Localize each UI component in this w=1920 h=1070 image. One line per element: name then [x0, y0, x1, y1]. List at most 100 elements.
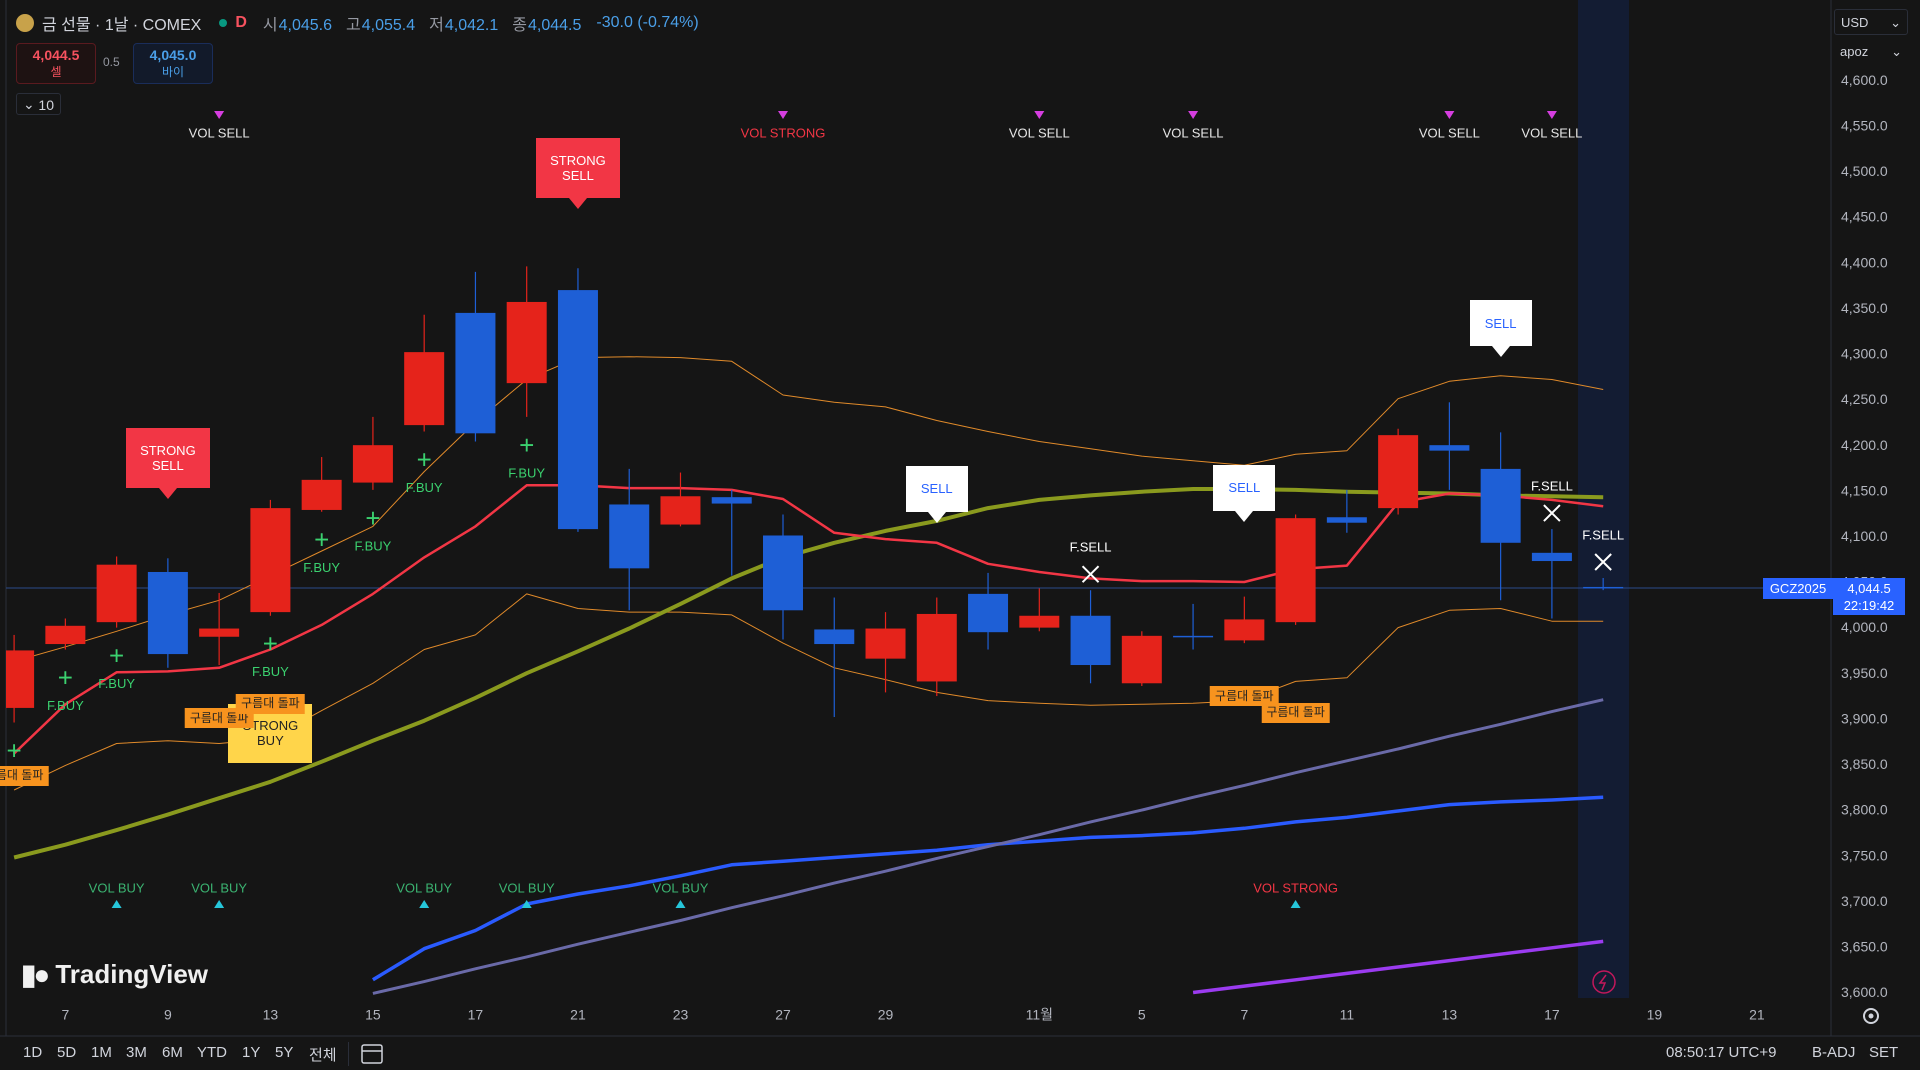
ohlc-label: 저 [429, 17, 444, 34]
toolbar-separator [348, 1042, 349, 1066]
y-tick-label: 3,650.0 [1841, 939, 1888, 955]
y-tick-label: 3,800.0 [1841, 802, 1888, 818]
settlement-toggle[interactable]: SET [1869, 1044, 1899, 1061]
timeframe-button[interactable]: 6M [162, 1044, 183, 1061]
date-range-icon[interactable] [361, 1044, 383, 1064]
currency-select[interactable]: USD ⌄ [1834, 9, 1908, 35]
signal-arrow [1290, 900, 1301, 908]
sell-label: 셀 [50, 65, 62, 79]
timeframe-button[interactable]: 1Y [242, 1044, 261, 1061]
candle-body [199, 628, 240, 637]
vol-signal: VOL BUY [499, 880, 555, 895]
x-tick-label: 13 [1442, 1007, 1458, 1023]
candle-body [1070, 615, 1111, 666]
chevron: ⌄ [1890, 15, 1901, 30]
f-sell-label: F.SELL [1531, 479, 1573, 494]
settings-gear[interactable] [1863, 1008, 1879, 1024]
timeframe-button[interactable]: 5Y [275, 1044, 294, 1061]
timeframe-button[interactable]: 5D [57, 1044, 77, 1061]
signal-arrow [675, 900, 686, 908]
signal-arrow [214, 111, 225, 119]
timeframe-button[interactable]: 1D [23, 1044, 43, 1061]
y-tick-label: 3,850.0 [1841, 756, 1888, 772]
vol-signal: VOL STRONG [741, 125, 826, 140]
x-tick-label: 5 [1138, 1007, 1146, 1023]
gear-center [1868, 1013, 1874, 1019]
last-price: 4,044.5 [1847, 581, 1891, 596]
timeframe-button[interactable]: YTD [197, 1044, 227, 1061]
f-buy-cross: + [314, 525, 329, 555]
f-buy-label: F.BUY [303, 560, 340, 575]
f-buy-cross: + [263, 629, 278, 659]
candle-body [557, 290, 598, 530]
y-tick-label: 4,000.0 [1841, 619, 1888, 635]
vol-signal: VOL SELL [189, 125, 250, 140]
candle-body [352, 445, 393, 483]
candle-body [1121, 635, 1162, 684]
x-tick-label: 11 [1340, 1007, 1355, 1023]
adjust-toggle[interactable]: B-ADJ [1812, 1044, 1856, 1061]
vol-signal: VOL BUY [89, 880, 145, 895]
candle-body [814, 629, 855, 645]
plot [6, 266, 1830, 995]
x-tick-label: 13 [263, 1007, 279, 1023]
vol-signal: VOL STRONG [1253, 880, 1338, 895]
price-tag: 4,044.5 22:19:42 [1833, 578, 1905, 615]
candle-body [147, 571, 188, 655]
signal-arrow [1188, 111, 1199, 119]
timeframe-button[interactable]: 3M [126, 1044, 147, 1061]
f-sell-cross [1081, 565, 1100, 583]
buy-button[interactable]: 4,045.0 바이 [133, 43, 213, 84]
f-buy-cross: + [365, 503, 380, 533]
candle-body [45, 625, 86, 645]
tradingview-logo[interactable]: ▮● TradingView [21, 958, 208, 991]
vol-signal: VOL SELL [1163, 125, 1224, 140]
ohlc-value: 4,042.1 [444, 17, 499, 34]
signal-arrow [1444, 111, 1455, 119]
replay-icon[interactable] [1592, 970, 1616, 994]
candle-body [1019, 615, 1060, 628]
ohlc-label: 고 [346, 17, 361, 34]
account: apoz [1840, 44, 1869, 59]
timeframe-button[interactable]: 전체 [309, 1047, 337, 1064]
candle-body [1531, 552, 1572, 562]
x-tick-label: 11월 [1026, 1007, 1053, 1023]
y-tick-label: 4,550.0 [1841, 118, 1888, 134]
account-select[interactable]: apoz ⌄ [1834, 39, 1908, 65]
chevron: ⌄ [23, 96, 35, 112]
y-tick-label: 3,900.0 [1841, 710, 1888, 726]
candle-body [301, 479, 342, 510]
x-tick-label: 17 [1544, 1007, 1560, 1023]
candle-body [1173, 635, 1214, 638]
y-tick-label: 4,350.0 [1841, 300, 1888, 316]
signal-arrow [111, 900, 122, 908]
y-tick-label: 4,100.0 [1841, 528, 1888, 544]
replay-icon-bolt [1598, 974, 1607, 991]
timeframe-button[interactable]: 1M [91, 1044, 112, 1061]
ohlc-value: 4,044.5 [528, 17, 582, 34]
candle-body [916, 613, 957, 682]
candle-body [96, 564, 137, 623]
f-buy-cross: + [519, 430, 534, 460]
x-tick-label: 23 [673, 1007, 689, 1023]
f-sell-label: F.SELL [1582, 527, 1624, 542]
symbol-name[interactable]: 금 선물 · 1날 · COMEX [42, 17, 202, 34]
market-status [219, 19, 228, 27]
signal-arrow [214, 900, 225, 908]
candle-body [660, 496, 701, 525]
clock[interactable]: 08:50:17 UTC+9 [1666, 1044, 1777, 1061]
candle-body [1378, 435, 1419, 509]
f-buy-label: F.BUY [47, 698, 84, 713]
buy-label: 바이 [161, 65, 185, 79]
x-tick-label: 19 [1647, 1007, 1663, 1023]
y-tick-label: 4,200.0 [1841, 437, 1888, 453]
y-tick-label: 3,750.0 [1841, 847, 1888, 863]
x-tick-label: 29 [878, 1007, 894, 1023]
f-buy-cross: + [109, 641, 124, 671]
f-buy-label: F.BUY [252, 664, 289, 679]
indicators-toggle[interactable]: ⌄ 10 [16, 93, 61, 115]
sell-button[interactable]: 4,044.5 셀 [16, 43, 96, 84]
candle-body [711, 497, 752, 504]
x-tick-label: 7 [61, 1007, 69, 1023]
